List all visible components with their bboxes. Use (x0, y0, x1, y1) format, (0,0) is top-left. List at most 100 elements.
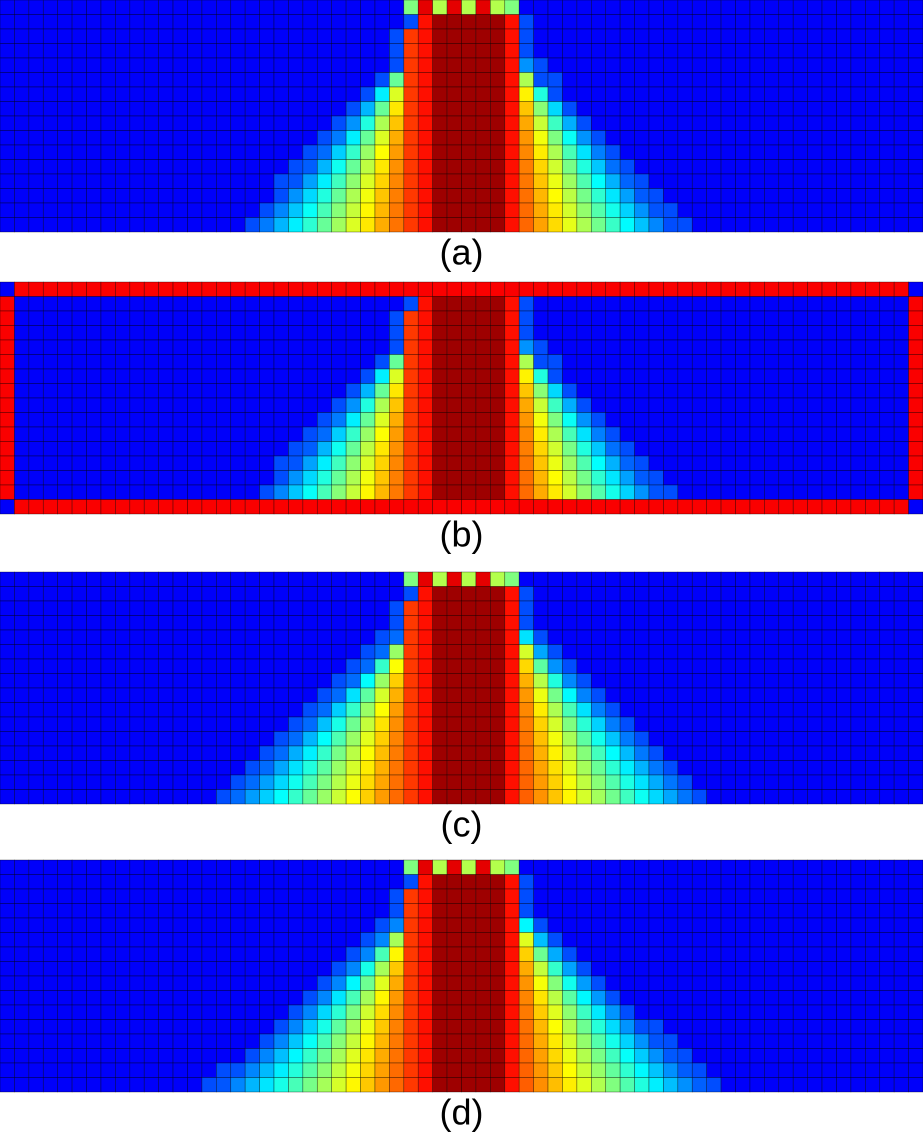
heatmap-cell (490, 932, 506, 948)
heatmap-cell (403, 115, 419, 131)
heatmap-cell (518, 774, 534, 790)
heatmap-cell (908, 1048, 923, 1064)
heatmap-cell (403, 1062, 419, 1078)
heatmap-cell (172, 484, 188, 500)
heatmap-cell (518, 571, 534, 587)
heatmap-cell (663, 0, 679, 15)
heatmap-cell (850, 760, 866, 776)
heatmap-cell (374, 716, 390, 732)
heatmap-cell (518, 961, 534, 977)
heatmap-cell (316, 874, 332, 890)
heatmap-cell (403, 571, 419, 587)
heatmap-cell (129, 159, 145, 175)
heatmap-cell (302, 774, 318, 790)
heatmap-cell (71, 173, 87, 189)
heatmap-cell (879, 888, 895, 904)
heatmap-cell (244, 43, 260, 59)
heatmap-cell (778, 368, 794, 384)
heatmap-cell (850, 144, 866, 160)
heatmap-cell (14, 72, 30, 88)
heatmap-cell (345, 28, 361, 44)
heatmap-cell (778, 615, 794, 631)
heatmap-cell (807, 217, 823, 233)
heatmap-cell (764, 702, 780, 718)
heatmap-cell (619, 325, 635, 341)
heatmap-cell (504, 499, 520, 515)
heatmap-cell (547, 296, 563, 312)
heatmap-cell (893, 774, 909, 790)
heatmap-cell (432, 281, 448, 297)
heatmap-cell (764, 159, 780, 175)
heatmap-cell (331, 975, 347, 991)
heatmap-cell (115, 383, 131, 399)
heatmap-cell (244, 600, 260, 616)
heatmap-cell (389, 1019, 405, 1035)
heatmap-cell (143, 874, 159, 890)
heatmap-cell (71, 644, 87, 660)
heatmap-cell (663, 731, 679, 747)
heatmap-cell (706, 339, 722, 355)
heatmap-cell (360, 470, 376, 486)
heatmap-cell (446, 745, 462, 761)
heatmap-cell (417, 961, 433, 977)
heatmap-cell (605, 115, 621, 131)
heatmap-cell (547, 731, 563, 747)
heatmap-cell (908, 115, 923, 131)
heatmap-cell (893, 484, 909, 500)
heatmap-cell (576, 1062, 592, 1078)
heatmap-cell (706, 1048, 722, 1064)
heatmap-cell (807, 325, 823, 341)
heatmap-cell (518, 217, 534, 233)
heatmap-cell (259, 310, 275, 326)
heatmap-cell (216, 383, 232, 399)
heatmap-cell (778, 673, 794, 689)
heatmap-cell (417, 499, 433, 515)
heatmap-cell (461, 731, 477, 747)
heatmap-cell (735, 888, 751, 904)
heatmap-cell (389, 412, 405, 428)
heatmap-cell (720, 1062, 736, 1078)
heatmap-cell (475, 789, 491, 805)
heatmap-cell (547, 774, 563, 790)
heatmap-cell (821, 917, 837, 933)
heatmap-cell (389, 499, 405, 515)
heatmap-cell (446, 310, 462, 326)
heatmap-cell (475, 1004, 491, 1020)
heatmap-cell (706, 188, 722, 204)
heatmap-cell (403, 72, 419, 88)
heatmap-cell (836, 281, 852, 297)
heatmap-cell (86, 903, 102, 919)
heatmap-cell (865, 774, 881, 790)
heatmap-cell (634, 144, 650, 160)
heatmap-cell (115, 28, 131, 44)
heatmap-cell (143, 339, 159, 355)
heatmap-cell (634, 731, 650, 747)
heatmap-cell (865, 173, 881, 189)
heatmap-cell (821, 159, 837, 175)
heatmap-cell (879, 673, 895, 689)
heatmap-cell (100, 629, 116, 645)
heatmap-cell (158, 571, 174, 587)
heatmap-cell (57, 859, 73, 875)
heatmap-cell (792, 745, 808, 761)
heatmap-cell (172, 14, 188, 30)
heatmap-cell (216, 281, 232, 297)
heatmap-cell (764, 484, 780, 500)
heatmap-cell (374, 1077, 390, 1093)
heatmap-cell (893, 745, 909, 761)
heatmap-cell (115, 932, 131, 948)
heatmap-cell (735, 932, 751, 948)
heatmap-cell (129, 702, 145, 718)
heatmap-cell (879, 72, 895, 88)
heatmap-cell (691, 412, 707, 428)
heatmap-cell (187, 57, 203, 73)
heatmap-cell (230, 731, 246, 747)
heatmap-cell (908, 1033, 923, 1049)
heatmap-cell (417, 731, 433, 747)
heatmap-cell (547, 43, 563, 59)
heatmap-cell (100, 383, 116, 399)
heatmap-cell (403, 1019, 419, 1035)
heatmap-cell (749, 296, 765, 312)
heatmap-cell (735, 571, 751, 587)
heatmap-cell (244, 961, 260, 977)
